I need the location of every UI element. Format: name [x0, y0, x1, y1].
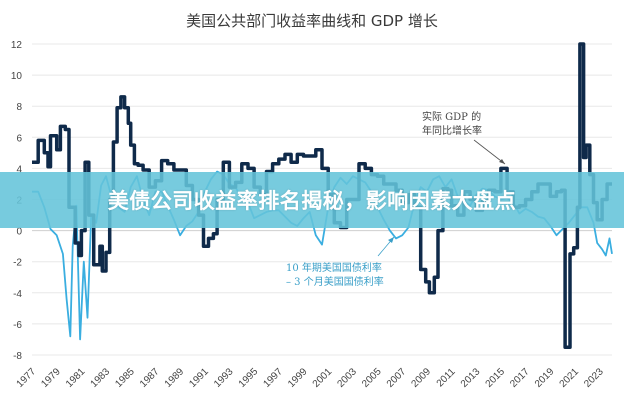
- spread-annotation: 10 年期美国国债利率 – 3 个月美国国债利率: [286, 262, 384, 290]
- gdp-annotation-line1: 实际 GDP 的: [422, 112, 482, 123]
- y-tick-label: 12: [11, 40, 23, 51]
- spread-arrowhead-icon: [388, 237, 394, 243]
- gdp-annotation: 实际 GDP 的 年同比增长率: [422, 111, 482, 139]
- x-tick-label: 1987: [138, 366, 162, 390]
- y-tick-label: -6: [13, 320, 22, 331]
- y-tick-label: 4: [16, 164, 22, 175]
- headline-text: 美债公司收益率排名揭秘，影响因素大盘点: [107, 189, 517, 213]
- x-tick-label: 1979: [39, 366, 63, 390]
- y-tick-label: 6: [16, 133, 22, 144]
- spread-annotation-line1: 10 年期美国国债利率: [286, 263, 382, 274]
- x-tick-label: 1991: [187, 366, 211, 390]
- y-tick-label: -8: [13, 351, 22, 362]
- x-tick-label: 2009: [410, 366, 434, 390]
- gdp-arrowhead-icon: [499, 159, 505, 164]
- x-tick-label: 2005: [360, 366, 384, 390]
- x-tick-label: 1995: [237, 366, 261, 390]
- x-tick-label: 1993: [212, 366, 236, 390]
- x-tick-label: 2021: [558, 366, 582, 390]
- y-tick-label: 8: [16, 102, 22, 113]
- x-tick-label: 2001: [311, 366, 335, 390]
- x-tick-label: 2003: [335, 366, 359, 390]
- chart-title: 美国公共部门收益率曲线和 GDP 增长: [186, 12, 438, 30]
- gdp-annotation-line2: 年同比增长率: [422, 126, 482, 137]
- x-tick-label: 2019: [533, 366, 557, 390]
- x-tick-label: 1997: [261, 366, 285, 390]
- spread-annotation-line2: – 3 个月美国国债利率: [286, 277, 384, 288]
- gdp-annotation-arrow: [473, 139, 506, 165]
- y-tick-label: -2: [13, 258, 22, 269]
- y-tick-label: 0: [16, 227, 22, 238]
- x-tick-label: 2017: [508, 366, 532, 390]
- x-tick-label: 1999: [286, 366, 310, 390]
- x-tick-label: 1983: [89, 366, 113, 390]
- x-tick-label: 2011: [435, 366, 458, 389]
- x-tick-label: 2023: [582, 366, 606, 390]
- x-tick-label: 2007: [385, 366, 409, 390]
- x-tick-label: 2013: [459, 366, 483, 390]
- x-tick-label: 1977: [15, 366, 39, 390]
- y-tick-label: -4: [13, 289, 22, 300]
- headline-banner: 美债公司收益率排名揭秘，影响因素大盘点: [0, 172, 624, 228]
- x-tick-label: 1981: [64, 366, 88, 390]
- y-tick-label: 10: [11, 71, 23, 82]
- x-tick-label: 1985: [113, 366, 137, 390]
- x-tick-label: 1989: [163, 366, 187, 390]
- x-tick-label: 2015: [484, 366, 508, 390]
